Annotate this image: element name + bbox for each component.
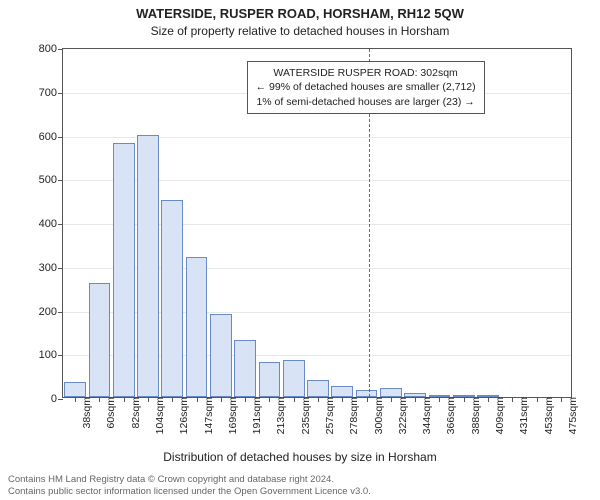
x-tick-mark <box>464 397 465 402</box>
x-tick-label: 300sqm <box>371 397 385 434</box>
title-line-2: Size of property relative to detached ho… <box>0 24 600 38</box>
y-tick-label: 500 <box>39 174 63 186</box>
x-tick-label: 104sqm <box>152 397 166 434</box>
x-tick-label: 344sqm <box>419 397 433 434</box>
bar <box>186 257 208 397</box>
bar <box>380 388 402 397</box>
bar <box>259 362 281 397</box>
x-tick-label: 191sqm <box>249 397 263 434</box>
x-tick-mark <box>99 397 100 402</box>
x-tick-mark <box>75 397 76 402</box>
x-tick-label: 235sqm <box>298 397 312 434</box>
x-tick-label: 213sqm <box>273 397 287 434</box>
x-tick-label: 366sqm <box>443 397 457 434</box>
y-tick-label: 800 <box>39 43 63 55</box>
bar <box>307 380 329 398</box>
x-tick-label: 126sqm <box>176 397 190 434</box>
x-tick-mark <box>221 397 222 402</box>
x-tick-label: 82sqm <box>128 397 142 429</box>
x-tick-mark <box>488 397 489 402</box>
x-tick-mark <box>245 397 246 402</box>
y-tick-label: 300 <box>39 262 63 274</box>
x-tick-label: 322sqm <box>395 397 409 434</box>
x-tick-label: 453sqm <box>541 397 555 434</box>
annotation-line: 1% of semi-detached houses are larger (2… <box>256 95 476 109</box>
title-line-1: WATERSIDE, RUSPER ROAD, HORSHAM, RH12 5Q… <box>0 6 600 21</box>
annotation-line: WATERSIDE RUSPER ROAD: 302sqm <box>256 66 476 80</box>
figure: WATERSIDE, RUSPER ROAD, HORSHAM, RH12 5Q… <box>0 0 600 500</box>
x-tick-mark <box>512 397 513 402</box>
x-tick-mark <box>342 397 343 402</box>
x-tick-mark <box>172 397 173 402</box>
footer: Contains HM Land Registry data © Crown c… <box>8 474 371 498</box>
x-tick-mark <box>124 397 125 402</box>
y-tick-label: 600 <box>39 131 63 143</box>
x-tick-label: 388sqm <box>468 397 482 434</box>
x-tick-mark <box>561 397 562 402</box>
x-tick-mark <box>439 397 440 402</box>
x-tick-mark <box>269 397 270 402</box>
x-tick-mark <box>148 397 149 402</box>
bar <box>64 382 86 397</box>
x-tick-mark <box>367 397 368 402</box>
x-tick-mark <box>415 397 416 402</box>
x-tick-mark <box>318 397 319 402</box>
annotation-box: WATERSIDE RUSPER ROAD: 302sqm← 99% of de… <box>247 61 485 114</box>
bar <box>89 283 111 397</box>
bar <box>331 386 353 397</box>
x-tick-label: 257sqm <box>322 397 336 434</box>
bar <box>113 143 135 397</box>
x-tick-mark <box>537 397 538 402</box>
bar <box>161 200 183 397</box>
x-tick-label: 147sqm <box>201 397 215 434</box>
x-tick-label: 409sqm <box>492 397 506 434</box>
bar <box>283 360 305 397</box>
bar <box>137 135 159 398</box>
y-tick-label: 400 <box>39 218 63 230</box>
y-tick-label: 100 <box>39 349 63 361</box>
footer-line-1: Contains HM Land Registry data © Crown c… <box>8 474 371 486</box>
x-axis-label: Distribution of detached houses by size … <box>0 450 600 464</box>
plot-area: 010020030040050060070080038sqm60sqm82sqm… <box>62 48 572 398</box>
footer-line-2: Contains public sector information licen… <box>8 486 371 498</box>
x-tick-label: 431sqm <box>516 397 530 434</box>
x-tick-label: 60sqm <box>103 397 117 429</box>
y-tick-label: 0 <box>51 393 63 405</box>
annotation-line: ← 99% of detached houses are smaller (2,… <box>256 80 476 94</box>
x-tick-label: 475sqm <box>565 397 579 434</box>
bar <box>234 340 256 397</box>
x-tick-label: 38sqm <box>79 397 93 429</box>
x-tick-mark <box>294 397 295 402</box>
y-tick-label: 200 <box>39 306 63 318</box>
y-tick-label: 700 <box>39 87 63 99</box>
x-tick-label: 169sqm <box>225 397 239 434</box>
bar <box>210 314 232 397</box>
x-tick-label: 278sqm <box>346 397 360 434</box>
x-tick-mark <box>391 397 392 402</box>
x-tick-mark <box>197 397 198 402</box>
